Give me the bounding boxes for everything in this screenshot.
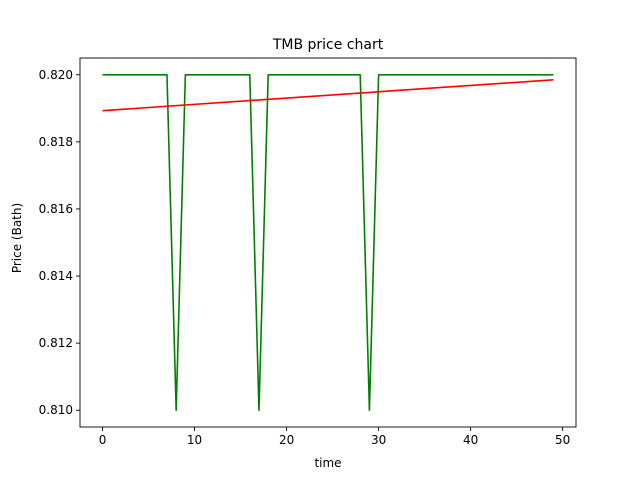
- x-tick-label: 40: [463, 433, 478, 447]
- y-tick-label: 0.810: [39, 403, 73, 417]
- y-tick-label: 0.818: [39, 135, 73, 149]
- x-axis-label: time: [314, 456, 341, 470]
- y-tick-label: 0.812: [39, 336, 73, 350]
- x-tick-label: 50: [555, 433, 570, 447]
- y-axis-label: Price (Bath): [10, 203, 24, 273]
- series-line-1: [102, 79, 554, 112]
- chart-title: TMB price chart: [272, 37, 384, 53]
- y-tick-label: 0.814: [39, 269, 73, 283]
- x-tick-label: 30: [371, 433, 386, 447]
- series-line-0: [102, 73, 554, 412]
- x-tick-label: 20: [279, 433, 294, 447]
- y-tick-label: 0.816: [39, 202, 73, 216]
- axes-frame: [79, 57, 577, 428]
- y-tick-label: 0.820: [39, 68, 73, 82]
- axes: 0 10 20 30 40 50 0.810 0.812 0.814 0.816 0.818 0.82…: [39, 57, 577, 447]
- x-tick-label: 10: [187, 433, 202, 447]
- plot-area: [102, 73, 554, 412]
- x-tick-label: 0: [99, 433, 107, 447]
